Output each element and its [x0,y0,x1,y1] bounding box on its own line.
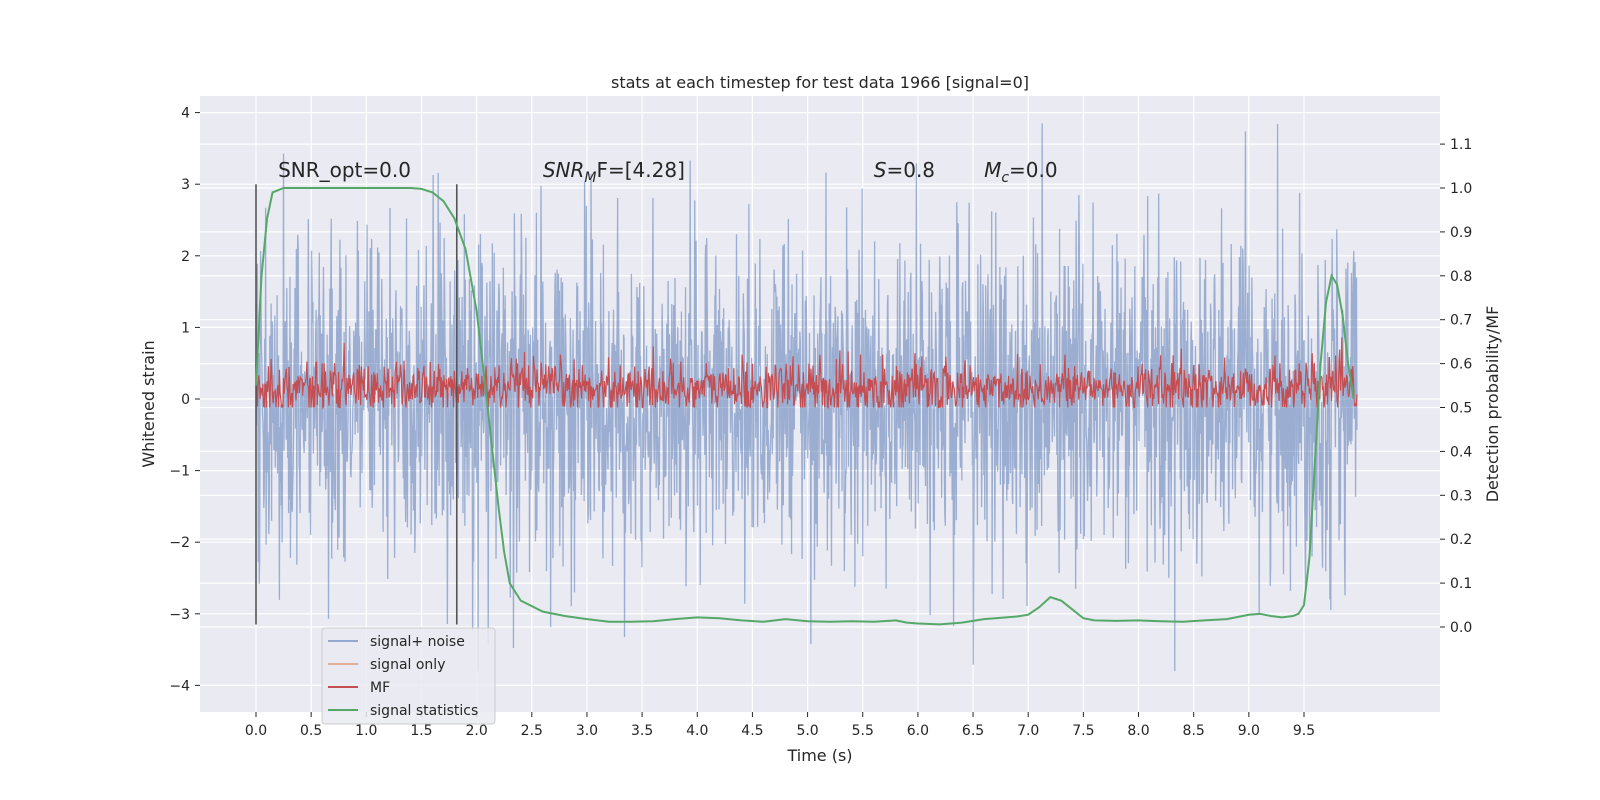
annotation: Mc=0.0 [984,158,1058,186]
x-tick-label: 2.0 [465,723,487,739]
x-tick-label: 9.0 [1238,723,1260,739]
legend-box [321,627,496,725]
x-tick-label: 4.0 [686,723,708,739]
x-tick-label: 8.0 [1127,723,1149,739]
x-tick-label: 8.5 [1183,723,1205,739]
y-tick-label: −2 [169,535,190,551]
x-axis-label: Time (s) [786,746,852,765]
x-tick-label: 1.5 [410,723,432,739]
x-tick-label: 7.5 [1072,723,1094,739]
y-tick-label: 1 [181,320,190,336]
y2-tick-label: 0.6 [1450,357,1472,373]
y-tick-label: −1 [169,464,190,480]
legend: signal+ noise signal only MF signal statist… [321,627,496,725]
x-tick-label: 0.5 [300,723,322,739]
series-signal-statistics-line [255,187,1355,626]
x-tick-label: 6.0 [907,723,929,739]
y2-tick-label: 1.1 [1450,137,1472,153]
y-tick-label: 2 [181,249,190,265]
x-tick-label: 6.5 [962,723,984,739]
y2-tick-label: 0.4 [1450,444,1472,460]
x-tick-label: 9.5 [1293,723,1315,739]
legend-label: signal statistics [370,703,478,719]
y-axis-ticks: −4 −3 −2 −1 0 1 2 3 4 [169,106,200,694]
legend-label: signal only [370,657,445,673]
x-axis-ticks: 0.0 0.5 1.0 1.5 2.0 2.5 3.0 3.5 4.0 4.5 5.0 5.5 6.0 6… [245,712,1315,739]
series-mf-line [255,337,1358,410]
y2-tick-label: 0.7 [1450,313,1472,329]
signal-statistics-series [255,187,1355,626]
annotation: SNR_opt=0.0 [278,158,411,182]
y2-tick-label: 1.0 [1450,181,1472,197]
chart-title: stats at each timestep for test data 196… [611,73,1029,92]
y2-tick-label: 0.2 [1450,532,1472,548]
y-axis-label: Whitened strain [139,340,158,467]
x-tick-label: 4.5 [741,723,763,739]
annotations: SNR_opt=0.0 SNRMF=[4.28] S=0.8 Mc=0.0 [278,158,1058,186]
x-tick-label: 2.5 [521,723,543,739]
x-tick-label: 1.0 [355,723,377,739]
x-tick-label: 0.0 [245,723,267,739]
legend-label: MF [370,680,390,696]
y2-tick-label: 0.0 [1450,620,1472,636]
y2-axis-ticks: 0.0 0.1 0.2 0.3 0.4 0.5 0.6 0.7 0.8 0.9 1.0 1.1 [1440,137,1472,636]
y-tick-label: 3 [181,177,190,193]
series-signal-noise-line [255,123,1358,672]
x-tick-label: 7.0 [1017,723,1039,739]
y2-axis-label: Detection probability/MF [1483,306,1502,503]
y-tick-label: 4 [181,106,190,122]
legend-label: signal+ noise [370,634,465,650]
x-tick-label: 5.5 [852,723,874,739]
x-tick-label: 3.5 [631,723,653,739]
y-tick-label: 0 [181,392,190,408]
annotation: SNRMF=[4.28] [543,158,685,186]
mf-series [255,337,1358,410]
y2-tick-label: 0.5 [1450,401,1472,417]
x-tick-label: 5.0 [796,723,818,739]
x-tick-label: 3.0 [576,723,598,739]
vertical-markers [255,184,458,625]
y-tick-label: −4 [169,678,190,694]
y2-tick-label: 0.8 [1450,269,1472,285]
y2-tick-label: 0.1 [1450,576,1472,592]
y-tick-label: −3 [169,607,190,623]
y2-tick-label: 0.3 [1450,488,1472,504]
y2-tick-label: 0.9 [1450,225,1472,241]
annotation: S=0.8 [874,158,935,182]
noise-series [255,123,1358,672]
